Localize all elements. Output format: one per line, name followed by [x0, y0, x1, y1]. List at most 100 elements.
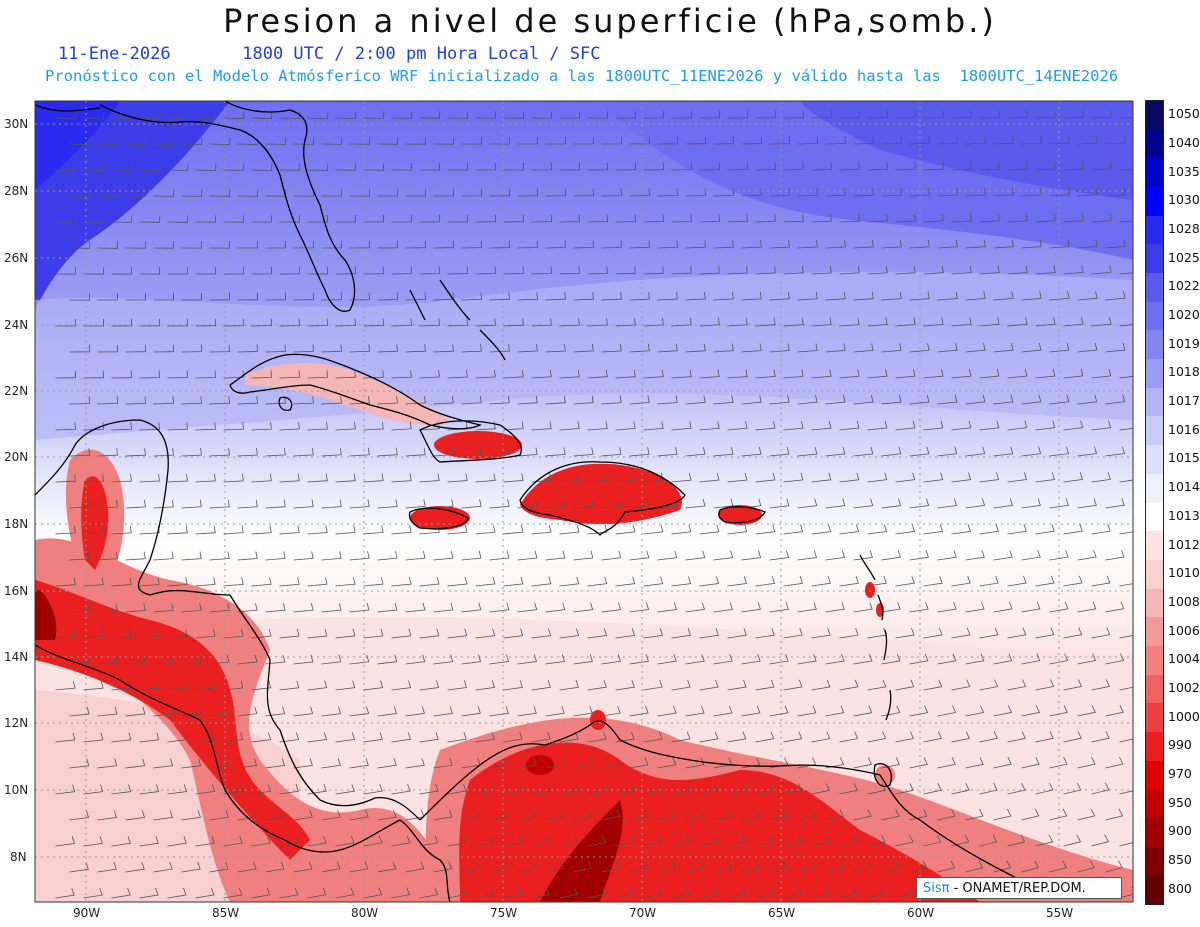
wind-barb: [1021, 291, 1042, 301]
low-pressure-cuba-east: [434, 431, 522, 459]
wind-barb: [615, 887, 634, 899]
wind-barb: [895, 679, 915, 691]
wind-barb: [475, 576, 496, 587]
wind-barb: [545, 602, 566, 613]
wind-barb: [405, 189, 426, 197]
wind-barb: [195, 680, 216, 691]
colorbar-segment: [1146, 101, 1163, 131]
wind-barb: [895, 627, 915, 639]
wind-barb: [181, 137, 203, 146]
wind-barb: [153, 551, 174, 561]
wind-barb: [405, 447, 426, 457]
wind-barb: [741, 550, 762, 561]
wind-barb: [335, 318, 356, 327]
wind-barb: [223, 266, 244, 275]
wind-barb: [419, 835, 439, 847]
wind-barb: [573, 550, 594, 561]
wind-barb: [587, 266, 608, 275]
wind-barb: [1091, 679, 1110, 691]
wind-barb: [447, 887, 467, 899]
wind-barb: [629, 861, 648, 873]
wind-barb: [531, 628, 552, 639]
wind-barb: [363, 577, 384, 587]
wind-barb: [251, 835, 271, 847]
wind-barb: [909, 653, 929, 665]
colorbar-segment: [1146, 158, 1163, 188]
wind-barb: [629, 136, 650, 145]
wind-barb: [1049, 808, 1068, 821]
wind-barb: [895, 731, 915, 743]
wind-barb: [111, 525, 132, 535]
wind-barb: [83, 681, 104, 691]
wind-barb: [699, 524, 720, 535]
wind-barb: [391, 887, 411, 899]
wind-barb: [69, 293, 90, 301]
wind-barb: [83, 422, 104, 431]
wind-barb: [965, 498, 986, 509]
wind-barb: [825, 498, 846, 509]
wind-barb: [909, 601, 929, 613]
wind-barb: [713, 809, 732, 821]
wind-barb: [335, 577, 356, 587]
wind-barb: [405, 654, 426, 665]
wind-barb: [951, 472, 972, 483]
wind-barb: [587, 110, 608, 119]
wind-barb: [755, 317, 776, 327]
wind-barb: [377, 861, 397, 873]
coastlines: [35, 101, 1051, 902]
wind-barb: [209, 447, 230, 457]
wind-barb: [265, 396, 286, 405]
wind-barb: [237, 396, 258, 405]
wind-barb: [55, 319, 76, 327]
wind-barb: [1021, 136, 1042, 145]
wind-barb: [69, 655, 90, 665]
wind-barb: [461, 706, 481, 717]
wind-barb: [699, 214, 720, 223]
wind-barb: [923, 110, 944, 119]
wind-barb: [195, 577, 216, 587]
wind-barb: [951, 213, 972, 223]
wind-barb: [1105, 446, 1126, 457]
wind-barb: [1105, 187, 1126, 197]
date-label: 11-Ene-2026: [58, 44, 171, 64]
coast-puerto-rico: [718, 506, 766, 524]
wind-barb: [265, 137, 287, 145]
low-pressure-min-ca: [35, 590, 57, 640]
wind-barb: [811, 731, 831, 743]
colorbar-level-label: 1040: [1168, 135, 1200, 151]
wind-barb: [685, 550, 706, 561]
wind-barb: [811, 317, 832, 327]
wind-barb: [853, 291, 874, 301]
wind-barb: [657, 602, 678, 613]
wind-barb: [503, 162, 524, 171]
wind-barb: [811, 679, 831, 691]
wind-barb: [825, 860, 844, 873]
wind-barb: [223, 370, 244, 379]
wind-barb: [167, 111, 189, 120]
wind-barb: [279, 784, 299, 795]
wind-barb: [1105, 808, 1124, 821]
wind-barb: [965, 808, 984, 821]
wind-barb: [853, 705, 873, 717]
wind-barb: [727, 783, 747, 795]
lon-label: 85W: [212, 906, 240, 920]
wind-barb: [377, 395, 398, 405]
wind-barb: [965, 239, 986, 249]
wind-barb: [167, 887, 187, 899]
wind-barb: [209, 344, 230, 353]
wind-barb: [699, 421, 720, 431]
wind-barb: [839, 679, 859, 691]
wind-barb: [293, 396, 314, 405]
wind-barb: [419, 783, 439, 795]
wind-barb: [251, 525, 272, 535]
wind-barb: [993, 705, 1013, 717]
wind-barb: [153, 448, 174, 457]
wind-barb: [783, 524, 804, 535]
coast-cuba: [229, 353, 482, 430]
wind-barb: [125, 758, 146, 769]
wind-barb: [1063, 420, 1084, 431]
wind-barb: [55, 267, 77, 275]
wind-barb: [433, 447, 454, 457]
wind-barb: [755, 421, 776, 431]
wind-barb: [993, 239, 1014, 249]
